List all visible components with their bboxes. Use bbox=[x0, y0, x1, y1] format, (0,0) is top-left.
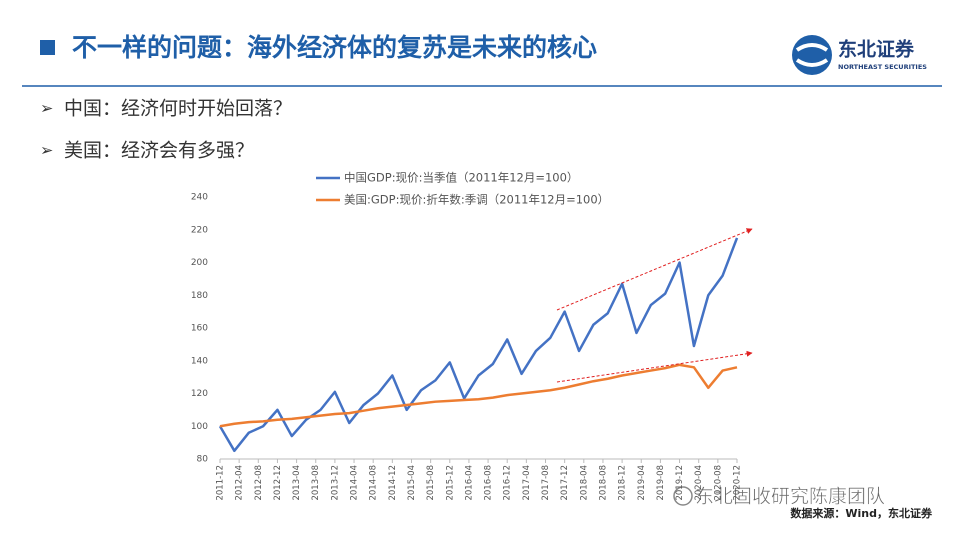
x-tick-label: 2019-04 bbox=[637, 465, 647, 501]
x-tick-label: 2020-08 bbox=[713, 465, 723, 501]
x-tick-label: 2017-04 bbox=[522, 465, 532, 501]
x-tick-label: 2018-04 bbox=[579, 465, 589, 501]
title-square bbox=[40, 40, 55, 55]
x-tick-label: 2015-12 bbox=[445, 465, 455, 501]
x-tick-label: 2020-12 bbox=[733, 465, 743, 501]
trend-arrow bbox=[556, 350, 753, 383]
y-tick-label: 140 bbox=[191, 356, 208, 366]
bullet: 中国：经济何时开始回落？ bbox=[64, 98, 292, 120]
bullet-icon: ➢ bbox=[40, 141, 53, 160]
x-tick-label: 2014-04 bbox=[350, 465, 360, 501]
legend-label: 美国:GDP:现价:折年数:季调（2011年12月=100） bbox=[344, 193, 609, 207]
y-tick-label: 240 bbox=[191, 193, 208, 203]
bullet-icon: ➢ bbox=[40, 99, 53, 118]
x-tick-label: 2012-12 bbox=[273, 465, 283, 501]
series-line bbox=[219, 363, 738, 428]
x-tick-label: 2017-12 bbox=[560, 465, 570, 501]
logo-icon bbox=[792, 35, 832, 75]
x-tick-label: 2015-04 bbox=[407, 465, 417, 501]
x-tick-label: 2016-12 bbox=[503, 465, 513, 501]
series-line bbox=[218, 237, 739, 453]
x-tick-label: 2020-04 bbox=[694, 465, 704, 501]
x-tick-label: 2017-08 bbox=[541, 465, 551, 501]
y-tick-label: 100 bbox=[191, 422, 208, 432]
x-tick-label: 2012-08 bbox=[254, 465, 264, 501]
x-tick-label: 2012-04 bbox=[235, 465, 245, 501]
wechat-icon bbox=[673, 486, 693, 506]
logo-sub: NORTHEAST SECURITIES bbox=[838, 63, 927, 71]
x-tick-label: 2015-08 bbox=[426, 465, 436, 501]
x-tick-label: 2018-12 bbox=[618, 465, 628, 501]
y-tick-label: 160 bbox=[191, 324, 208, 334]
bullet: 美国：经济会有多强？ bbox=[64, 140, 254, 162]
y-tick-label: 220 bbox=[191, 225, 208, 235]
source: 数据来源：Wind，东北证券 bbox=[790, 506, 933, 520]
logo-mark bbox=[795, 43, 829, 67]
y-tick-label: 180 bbox=[191, 291, 208, 301]
x-tick-label: 2018-08 bbox=[598, 465, 608, 501]
y-tick-label: 80 bbox=[197, 455, 209, 465]
watermark: 东北固收研究陈康团队 bbox=[695, 486, 885, 508]
x-tick-label: 2019-08 bbox=[656, 465, 666, 501]
x-tick-label: 2013-08 bbox=[311, 465, 321, 501]
x-tick-label: 2013-04 bbox=[292, 465, 302, 501]
x-tick-label: 2013-12 bbox=[330, 465, 340, 501]
trend-arrow bbox=[556, 228, 753, 311]
x-tick-label: 2011-12 bbox=[216, 465, 226, 501]
x-tick-label: 2014-12 bbox=[388, 465, 398, 501]
x-tick-label: 2019-12 bbox=[675, 465, 685, 501]
x-tick-label: 2014-08 bbox=[369, 465, 379, 501]
y-tick-label: 200 bbox=[191, 258, 208, 268]
legend-label: 中国GDP:现价:当季值（2011年12月=100） bbox=[344, 171, 578, 185]
y-tick-label: 120 bbox=[191, 389, 208, 399]
logo-name: 东北证券 bbox=[838, 38, 915, 61]
title: 不一样的问题：海外经济体的复苏是未来的核心 bbox=[72, 33, 597, 62]
x-tick-label: 2016-08 bbox=[484, 465, 494, 501]
x-tick-label: 2016-04 bbox=[464, 465, 474, 501]
